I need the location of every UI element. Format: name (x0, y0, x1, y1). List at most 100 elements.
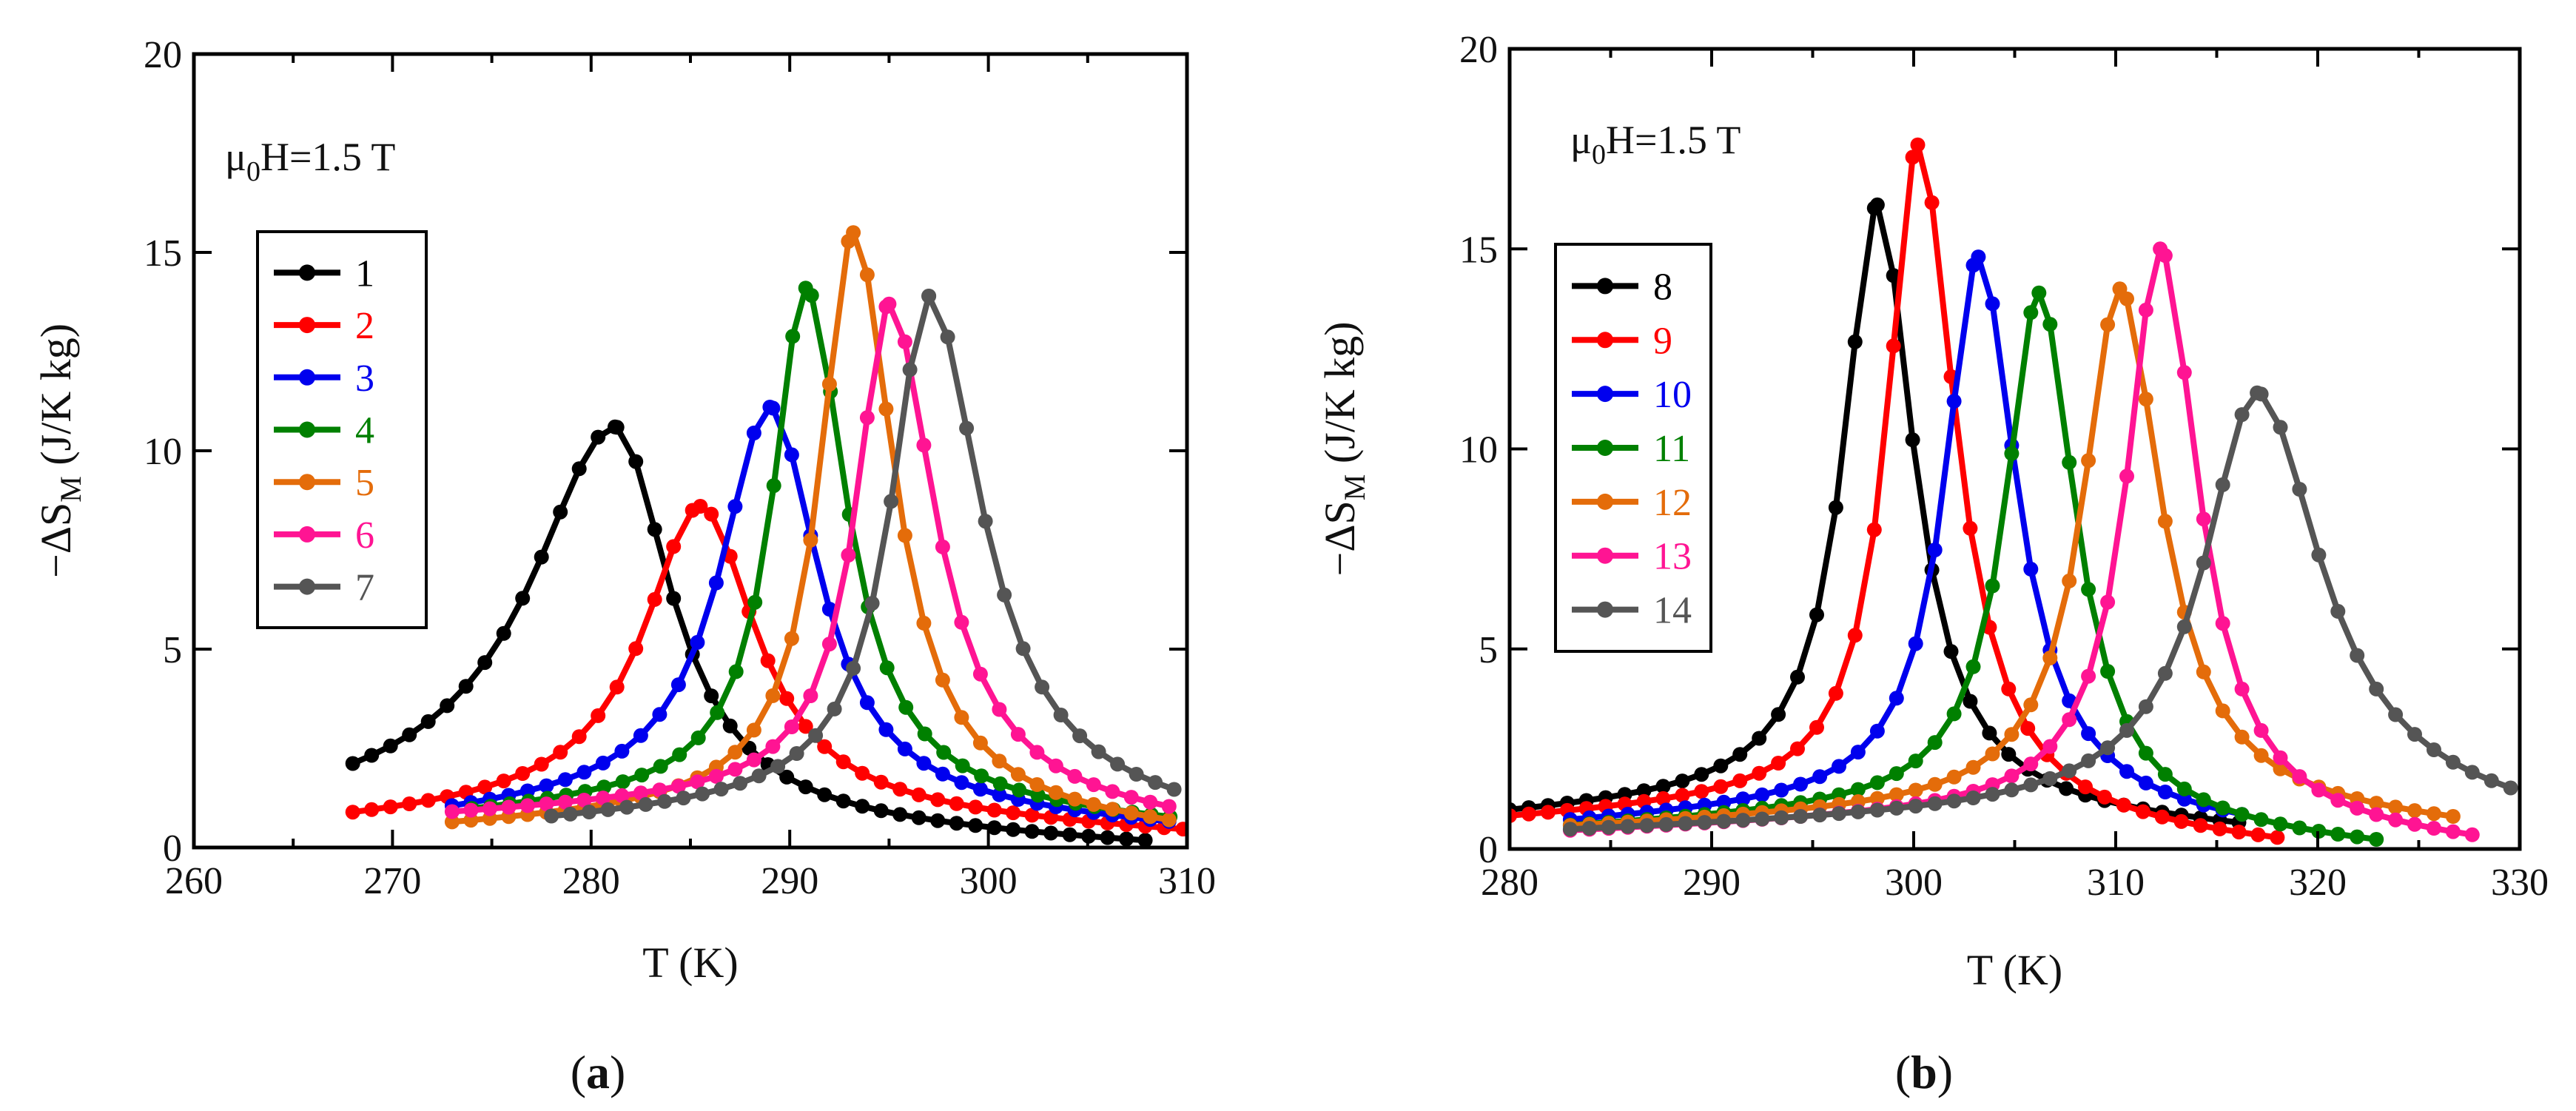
data-point (2001, 747, 2017, 762)
data-point (916, 756, 932, 771)
data-point (911, 810, 927, 825)
legend-label: 1 (355, 252, 374, 295)
data-point (1812, 808, 1828, 823)
data-point (2445, 809, 2461, 824)
data-point (1655, 779, 1671, 794)
data-point (2407, 803, 2422, 819)
data-point (1035, 679, 1050, 695)
data-point (992, 787, 1007, 802)
data-point (609, 679, 625, 695)
data-point (992, 753, 1007, 769)
data-point (1752, 731, 1767, 746)
data-point (1943, 644, 1959, 659)
data-point (1119, 831, 1134, 847)
data-point (1965, 659, 1981, 674)
data-point (2193, 818, 2208, 833)
data-point (2062, 573, 2077, 588)
data-point (2100, 664, 2116, 679)
data-point (1886, 338, 1901, 354)
data-point (2388, 707, 2404, 722)
data-point (2464, 765, 2480, 780)
legend-item-5: 5 (274, 462, 374, 504)
data-point (1850, 782, 1866, 797)
data-point (2273, 750, 2288, 765)
data-point (1809, 607, 1824, 622)
legend: 1 2 3 4 5 6 7 (256, 230, 428, 629)
data-point (576, 765, 592, 780)
legend-label: 3 (355, 358, 374, 400)
data-point (1175, 822, 1187, 837)
data-point (1985, 578, 2000, 594)
data-point (808, 728, 824, 743)
data-point (2234, 681, 2250, 697)
data-point (835, 793, 851, 809)
data-point (1889, 691, 1904, 706)
data-point (1137, 833, 1153, 847)
data-point (708, 768, 724, 784)
data-point (1694, 767, 1709, 782)
data-point (1006, 805, 1021, 821)
data-point (855, 765, 870, 781)
data-point (760, 653, 776, 668)
data-point (2196, 664, 2211, 679)
data-point (746, 426, 761, 440)
data-point (997, 587, 1012, 603)
data-point (1713, 758, 1729, 773)
data-point (2273, 816, 2288, 832)
data-point (2388, 799, 2404, 815)
data-point (1129, 767, 1144, 782)
data-point (1774, 782, 1789, 798)
data-point (916, 437, 932, 453)
data-point (765, 739, 781, 754)
data-point (897, 528, 912, 543)
data-point (1927, 543, 1943, 557)
data-point (2100, 740, 2116, 756)
x-tick-label: 290 (761, 860, 818, 902)
data-point (2292, 482, 2307, 497)
data-point (2001, 681, 2017, 697)
data-point (2023, 305, 2039, 320)
data-point (2369, 796, 2384, 811)
data-point (902, 362, 918, 377)
data-point (1735, 813, 1751, 828)
series-2 (345, 499, 1187, 837)
legend-label: 6 (355, 514, 374, 557)
data-point (501, 799, 517, 815)
data-point (884, 494, 899, 509)
data-point (1927, 776, 1943, 792)
data-point (1010, 767, 1026, 782)
data-point (879, 660, 895, 676)
data-point (704, 688, 719, 704)
data-point (634, 768, 650, 783)
data-point (917, 726, 932, 742)
legend-label: 9 (1653, 320, 1672, 362)
data-point (1985, 746, 2000, 762)
data-point (2196, 555, 2211, 571)
data-point (2273, 420, 2288, 435)
y-tick-label: 10 (1459, 429, 1498, 471)
legend-label: 11 (1653, 428, 1690, 470)
data-point (2020, 721, 2036, 736)
data-point (2292, 820, 2307, 836)
legend-label: 4 (355, 410, 374, 452)
data-point (2445, 824, 2461, 839)
data-point (1123, 790, 1139, 805)
data-point (676, 791, 691, 806)
data-point (2081, 726, 2096, 742)
data-point (690, 634, 705, 650)
legend-swatch-marker (299, 369, 315, 386)
data-point (728, 664, 744, 679)
data-point (2042, 771, 2058, 786)
data-point (1581, 821, 1597, 836)
data-point (897, 741, 912, 756)
legend-swatch-marker (299, 526, 315, 543)
data-point (690, 774, 705, 790)
data-point (591, 708, 606, 723)
data-point (1006, 822, 1021, 837)
data-point (1732, 747, 1748, 762)
x-tick-label: 290 (1683, 862, 1741, 904)
data-point (2138, 745, 2153, 761)
data-point (2215, 616, 2230, 631)
y-tick-label: 15 (144, 232, 182, 275)
data-point (859, 410, 875, 426)
